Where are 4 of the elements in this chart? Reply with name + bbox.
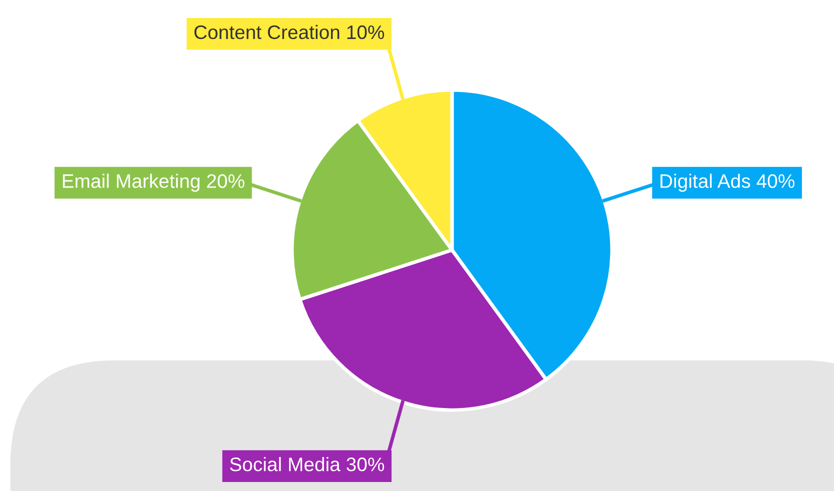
slice-label: Email Marketing 20%	[62, 174, 244, 192]
slice-label: Content Creation 10%	[194, 24, 384, 40]
slice-label: Digital Ads 40%	[660, 174, 794, 192]
slice-label: Social Media 30%	[230, 457, 384, 472]
